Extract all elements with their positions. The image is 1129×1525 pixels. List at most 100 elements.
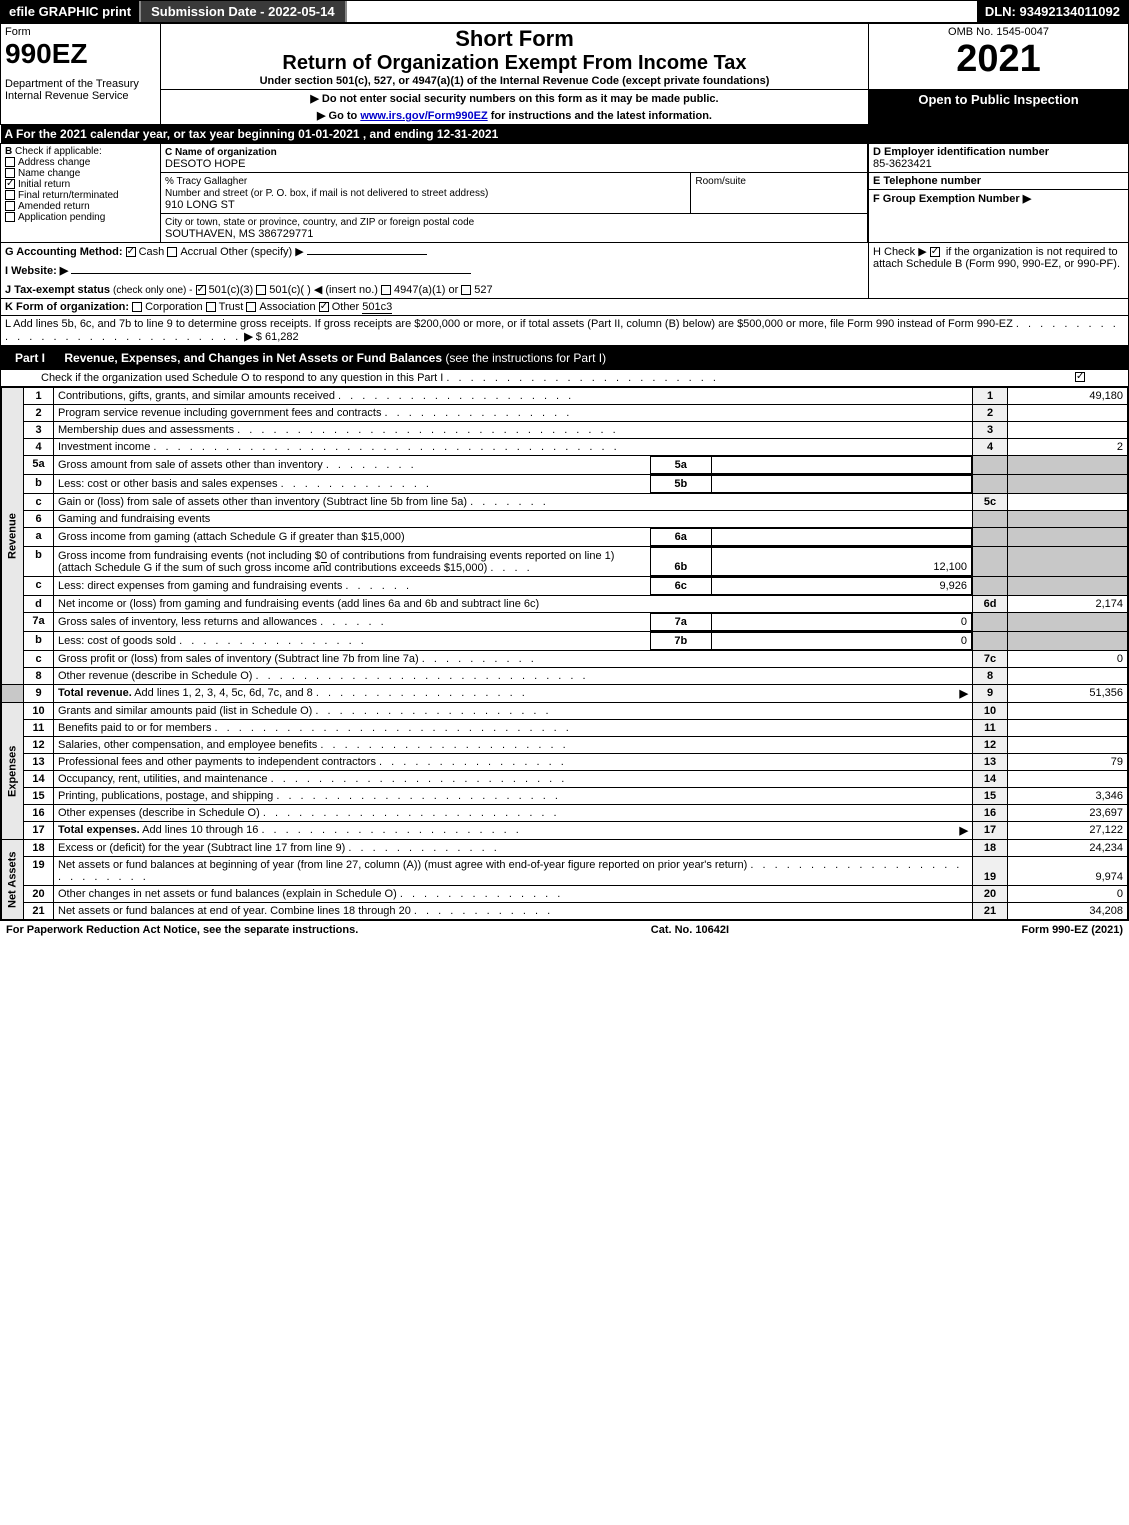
- assoc-label: Association: [259, 301, 315, 313]
- l7b-cell: Less: cost of goods sold . . . . . . . .…: [54, 632, 973, 651]
- l6-text: Gaming and fundraising events: [54, 511, 973, 528]
- schedule-o-checkbox[interactable]: [1075, 372, 1085, 382]
- amended-return-checkbox[interactable]: [5, 201, 15, 211]
- box-i: I Website: ▶: [5, 264, 864, 277]
- l7a-ibox: 7a: [650, 614, 711, 631]
- l7a-shade: [973, 613, 1008, 632]
- website-blank[interactable]: [71, 273, 471, 274]
- l15-num: 15: [24, 788, 54, 805]
- l21-text: Net assets or fund balances at end of ye…: [54, 903, 973, 920]
- l2-num: 2: [24, 405, 54, 422]
- l21-val: 34,208: [1008, 903, 1128, 920]
- 4947-checkbox[interactable]: [381, 285, 391, 295]
- l10-text: Grants and similar amounts paid (list in…: [54, 703, 973, 720]
- l7c-text: Gross profit or (loss) from sales of inv…: [54, 651, 973, 668]
- l5b-ibox: 5b: [650, 476, 711, 493]
- l16-num: 16: [24, 805, 54, 822]
- l6c-ival: 9,926: [711, 578, 971, 595]
- l1-box: 1: [973, 388, 1008, 405]
- l5b-shade2: [1008, 475, 1128, 494]
- app-pending-checkbox[interactable]: [5, 212, 15, 222]
- l15-box: 15: [973, 788, 1008, 805]
- l7b-num: b: [24, 632, 54, 651]
- l6c-cell: Less: direct expenses from gaming and fu…: [54, 577, 973, 596]
- l6d-box: 6d: [973, 596, 1008, 613]
- l5b-shade: [973, 475, 1008, 494]
- l6b-shade: [973, 547, 1008, 577]
- l11-val: [1008, 720, 1128, 737]
- initial-return-checkbox[interactable]: [5, 179, 15, 189]
- l7b-shade2: [1008, 632, 1128, 651]
- trust-label: Trust: [219, 301, 244, 313]
- l5b-cell: Less: cost or other basis and sales expe…: [54, 475, 973, 494]
- 501c3-checkbox[interactable]: [196, 285, 206, 295]
- box-j: J Tax-exempt status (check only one) - 5…: [5, 283, 864, 296]
- box-h: H Check ▶ if the organization is not req…: [869, 243, 1129, 299]
- box-j-label: J Tax-exempt status: [5, 284, 110, 296]
- l10-num: 10: [24, 703, 54, 720]
- addr-label: Number and street (or P. O. box, if mail…: [165, 188, 488, 199]
- l6c-ibox: 6c: [650, 578, 711, 595]
- l19-box: 19: [973, 857, 1008, 886]
- l6c-shade2: [1008, 577, 1128, 596]
- trust-checkbox[interactable]: [206, 302, 216, 312]
- l8-text: Other revenue (describe in Schedule O) .…: [54, 668, 973, 685]
- final-return-label: Final return/terminated: [18, 190, 119, 201]
- l5c-val: [1008, 494, 1128, 511]
- l4-num: 4: [24, 439, 54, 456]
- l20-box: 20: [973, 886, 1008, 903]
- l10-val: [1008, 703, 1128, 720]
- 527-checkbox[interactable]: [461, 285, 471, 295]
- dln-label: DLN: 93492134011092: [977, 1, 1128, 22]
- city-state-zip: SOUTHAVEN, MS 386729771: [165, 228, 313, 240]
- box-f-label: F Group Exemption Number: [873, 193, 1020, 205]
- l17-val: 27,122: [1008, 822, 1128, 840]
- l21-num: 21: [24, 903, 54, 920]
- 501c-checkbox[interactable]: [256, 285, 266, 295]
- part1-check-text: Check if the organization used Schedule …: [41, 372, 443, 384]
- box-c-city: City or town, state or province, country…: [161, 214, 868, 243]
- l6a-shade2: [1008, 528, 1128, 547]
- l11-box: 11: [973, 720, 1008, 737]
- accrual-checkbox[interactable]: [167, 247, 177, 257]
- corp-checkbox[interactable]: [132, 302, 142, 312]
- l6a-ibox: 6a: [650, 529, 711, 546]
- box-c-addr: % Tracy Gallagher Number and street (or …: [161, 173, 691, 214]
- final-return-checkbox[interactable]: [5, 190, 15, 200]
- other-method-blank[interactable]: [307, 254, 427, 255]
- l12-num: 12: [24, 737, 54, 754]
- l13-val: 79: [1008, 754, 1128, 771]
- l11-num: 11: [24, 720, 54, 737]
- footer-catno: Cat. No. 10642I: [651, 924, 729, 936]
- title-cell: Short Form Return of Organization Exempt…: [161, 24, 869, 90]
- name-change-checkbox[interactable]: [5, 168, 15, 178]
- irs-link[interactable]: www.irs.gov/Form990EZ: [360, 110, 487, 122]
- box-h-pre: H Check ▶: [873, 246, 927, 258]
- l3-val: [1008, 422, 1128, 439]
- form-id-cell: Form 990EZ Department of the Treasury In…: [1, 24, 161, 125]
- l7b-ival: 0: [711, 633, 971, 650]
- other-org-value: 501c3: [362, 301, 392, 314]
- l4-box: 4: [973, 439, 1008, 456]
- l6c-shade: [973, 577, 1008, 596]
- box-c-container: C Name of organization DESOTO HOPE % Tra…: [161, 144, 869, 243]
- efile-label[interactable]: efile GRAPHIC print: [1, 1, 139, 22]
- l20-text: Other changes in net assets or fund bala…: [54, 886, 973, 903]
- lines-table: Revenue 1 Contributions, gifts, grants, …: [1, 387, 1128, 920]
- addr-change-checkbox[interactable]: [5, 157, 15, 167]
- l18-val: 24,234: [1008, 840, 1128, 857]
- l7a-shade2: [1008, 613, 1128, 632]
- l1-text: Contributions, gifts, grants, and simila…: [54, 388, 973, 405]
- accrual-label: Accrual: [180, 246, 217, 258]
- l6c-num: c: [24, 577, 54, 596]
- box-b: B Check if applicable: Address change Na…: [1, 144, 161, 243]
- assoc-checkbox[interactable]: [246, 302, 256, 312]
- care-of: % Tracy Gallagher: [165, 176, 247, 187]
- other-method-label: Other (specify) ▶: [220, 246, 304, 258]
- cash-checkbox[interactable]: [126, 247, 136, 257]
- schedule-b-checkbox[interactable]: [930, 247, 940, 257]
- l5a-shade: [973, 456, 1008, 475]
- dept-label: Department of the Treasury: [5, 78, 156, 90]
- org-name: DESOTO HOPE: [165, 158, 245, 170]
- other-org-checkbox[interactable]: [319, 302, 329, 312]
